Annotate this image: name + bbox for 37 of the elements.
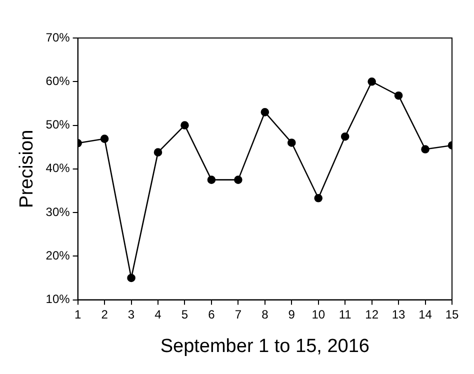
x-tick-label: 4	[154, 307, 162, 322]
x-tick-label: 15	[445, 307, 459, 322]
y-tick-label: 70%	[46, 30, 70, 44]
point	[127, 274, 136, 282]
point	[314, 194, 323, 202]
x-tick-label: 6	[208, 307, 216, 322]
point	[421, 145, 430, 154]
x-tick-label: 9	[288, 307, 296, 322]
point	[234, 176, 242, 184]
x-tick-label: 12	[365, 307, 379, 322]
x-tick-label: 8	[262, 307, 269, 322]
point	[287, 138, 296, 147]
y-tick-label: 50%	[46, 118, 70, 132]
x-axis-title: September 1 to 15, 2016	[160, 336, 370, 357]
y-tick-label: 60%	[46, 74, 70, 88]
x-tick-label: 5	[181, 307, 188, 322]
y-tick-label: 10%	[46, 292, 70, 306]
point	[207, 176, 216, 184]
x-tick-label: 3	[128, 307, 135, 322]
x-tick-label: 14	[418, 307, 432, 322]
point	[180, 121, 189, 130]
point	[260, 108, 270, 116]
x-tick-label: 2	[101, 307, 108, 322]
y-tick-label: 30%	[46, 204, 70, 219]
x-tick-label: 1	[74, 307, 82, 322]
point	[100, 134, 109, 143]
point	[368, 77, 376, 86]
point	[154, 148, 162, 156]
x-tick-label: 13	[392, 307, 406, 322]
y-axis-title: Precision	[16, 130, 38, 208]
point	[394, 91, 403, 100]
y-tick-label: 20%	[46, 248, 70, 262]
x-tick-label: 10	[312, 307, 326, 322]
x-tick-label: 7	[234, 307, 242, 322]
x-tick-label: 11	[338, 307, 352, 322]
point	[340, 132, 350, 141]
y-tick-label: 40%	[46, 161, 70, 176]
